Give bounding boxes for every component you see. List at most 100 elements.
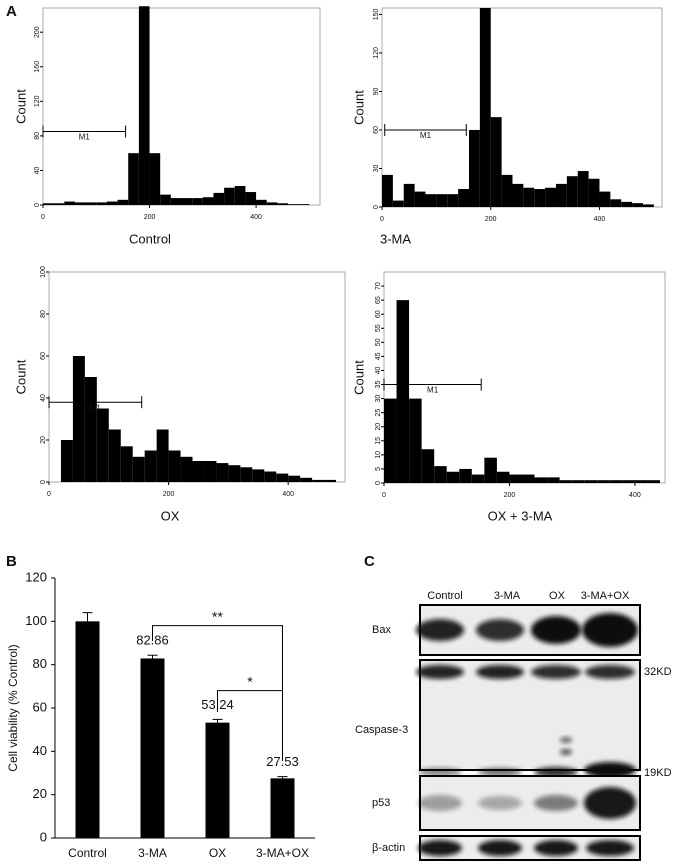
histogram-bar [170, 198, 182, 205]
histogram-bar [96, 202, 107, 205]
y-tick-label: 150 [373, 8, 380, 20]
histogram-bar [447, 194, 459, 207]
panel-label: C [364, 553, 375, 570]
y-tick-label: 160 [34, 61, 41, 73]
blot-band [478, 768, 522, 776]
histogram-bar [181, 198, 193, 205]
blot-band [586, 840, 634, 856]
y-tick-label: 70 [375, 282, 382, 290]
histogram-bar [264, 471, 277, 482]
histogram-bar [138, 6, 150, 206]
x-tick-label: 3-MA+OX [256, 846, 309, 860]
histogram-bar [288, 475, 301, 482]
blot-band [418, 795, 462, 811]
plot-frame [381, 7, 663, 208]
histogram-bar [180, 456, 193, 482]
y-tick-label: 120 [373, 47, 380, 59]
histogram-bar [324, 479, 337, 482]
histogram-bar [468, 129, 480, 207]
y-tick-label: 40 [34, 166, 41, 174]
histogram-bar [160, 194, 171, 205]
histogram-bar [277, 203, 289, 205]
histogram-bar [566, 176, 578, 207]
y-tick-label: 10 [375, 451, 382, 459]
histogram-bar [43, 203, 54, 205]
y-tick-label: 200 [34, 26, 41, 38]
histogram-bar [132, 456, 145, 482]
histogram-bar [60, 440, 73, 482]
histogram-bar [108, 429, 121, 482]
blot-row-label: p53 [372, 797, 390, 809]
blot-band [531, 665, 581, 679]
y-tick-label: 120 [25, 569, 47, 584]
blot-row-label: β-actin [372, 842, 405, 854]
x-tick-label: 200 [144, 214, 156, 221]
histogram-bar [425, 194, 437, 207]
histogram-bar [588, 178, 600, 207]
y-tick-label: 80 [34, 132, 41, 140]
histogram-bar [256, 199, 267, 205]
histogram-bar [409, 398, 422, 483]
histogram-bar [479, 8, 491, 207]
histogram-bar [414, 191, 426, 207]
histogram-bar [484, 457, 497, 483]
gate-label: M1 [420, 131, 432, 140]
histogram-bar [266, 202, 278, 205]
y-tick-label: 100 [25, 613, 47, 628]
histogram-bar [458, 189, 469, 207]
bar [140, 658, 165, 838]
y-tick-label: 60 [373, 126, 380, 134]
histogram-bar [501, 174, 513, 207]
y-tick-label: 120 [34, 95, 41, 107]
histogram-bar [403, 183, 415, 207]
bar [75, 621, 100, 838]
histogram-bar [156, 429, 169, 482]
blot-band [585, 665, 635, 679]
y-tick-label: 100 [40, 266, 47, 278]
x-tick-label: 200 [163, 491, 175, 498]
gate-label: M1 [427, 386, 439, 395]
histogram-bar [512, 183, 524, 207]
histogram-bar [534, 189, 546, 207]
histogram-bar [117, 199, 129, 205]
x-axis-label: 3-MA [380, 231, 411, 246]
y-tick-label: 60 [375, 310, 382, 318]
x-tick-label: 400 [282, 491, 294, 498]
x-tick-label: 0 [380, 216, 384, 223]
histogram-bar [421, 449, 435, 483]
blot-band [582, 613, 638, 647]
x-axis-label: Control [129, 231, 171, 246]
histogram-bar [276, 473, 289, 482]
histogram-bar [471, 474, 485, 483]
histogram-bar [298, 204, 310, 205]
histogram-bar [634, 480, 648, 483]
x-tick-label: OX [209, 846, 226, 860]
size-marker: 19KD [644, 767, 672, 779]
blot-band [478, 840, 522, 856]
histogram-bar [106, 201, 118, 205]
y-tick-label: 30 [375, 395, 382, 403]
x-tick-label: Control [68, 846, 107, 860]
blot-band [534, 840, 578, 856]
histogram-bar [545, 187, 556, 207]
y-tick-label: 20 [40, 436, 47, 444]
histogram-bar [597, 480, 610, 483]
histogram-bar [521, 474, 535, 483]
histogram-bar [496, 471, 510, 483]
blot-band [534, 767, 578, 777]
plot-frame [42, 7, 321, 206]
y-tick-label: 40 [375, 366, 382, 374]
panel-label: B [6, 553, 17, 570]
y-tick-label: 15 [375, 437, 382, 445]
significance-label: * [247, 673, 253, 689]
blot-band [418, 768, 462, 776]
y-tick-label: 40 [40, 394, 47, 402]
y-tick-label: 40 [33, 743, 47, 758]
y-tick-label: 80 [33, 656, 47, 671]
histogram-bar [202, 197, 214, 205]
histogram-bar [382, 174, 393, 207]
histogram-bar [384, 398, 397, 483]
value-label: 27.53 [266, 754, 299, 769]
blot-band [476, 619, 524, 641]
